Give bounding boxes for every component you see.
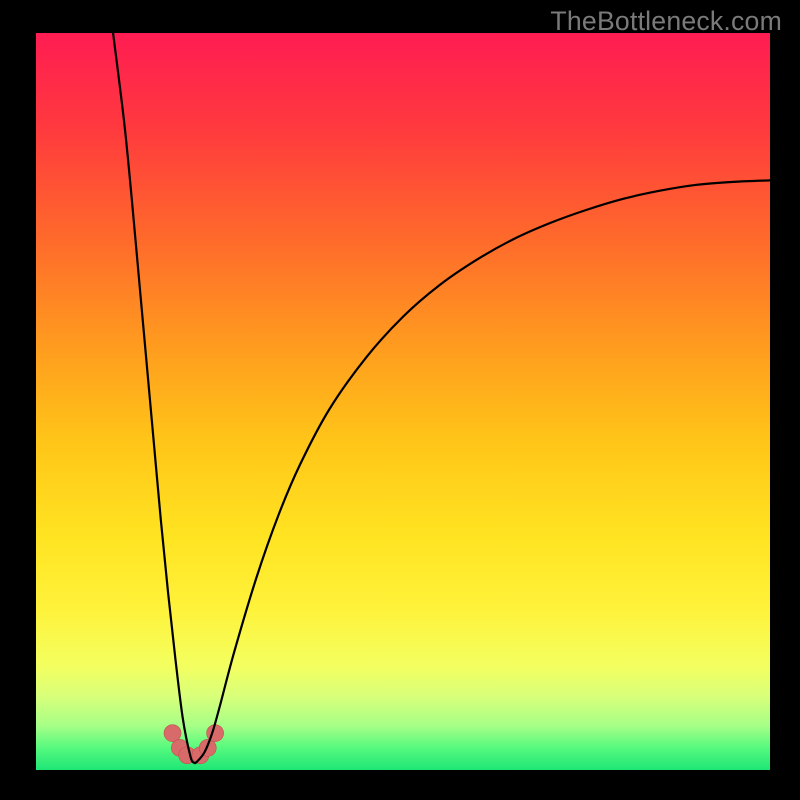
chart-background <box>36 33 770 770</box>
watermark-label: TheBottleneck.com <box>550 6 782 37</box>
bottleneck-chart <box>36 33 770 770</box>
data-marker <box>164 725 181 742</box>
stage: TheBottleneck.com <box>0 0 800 800</box>
